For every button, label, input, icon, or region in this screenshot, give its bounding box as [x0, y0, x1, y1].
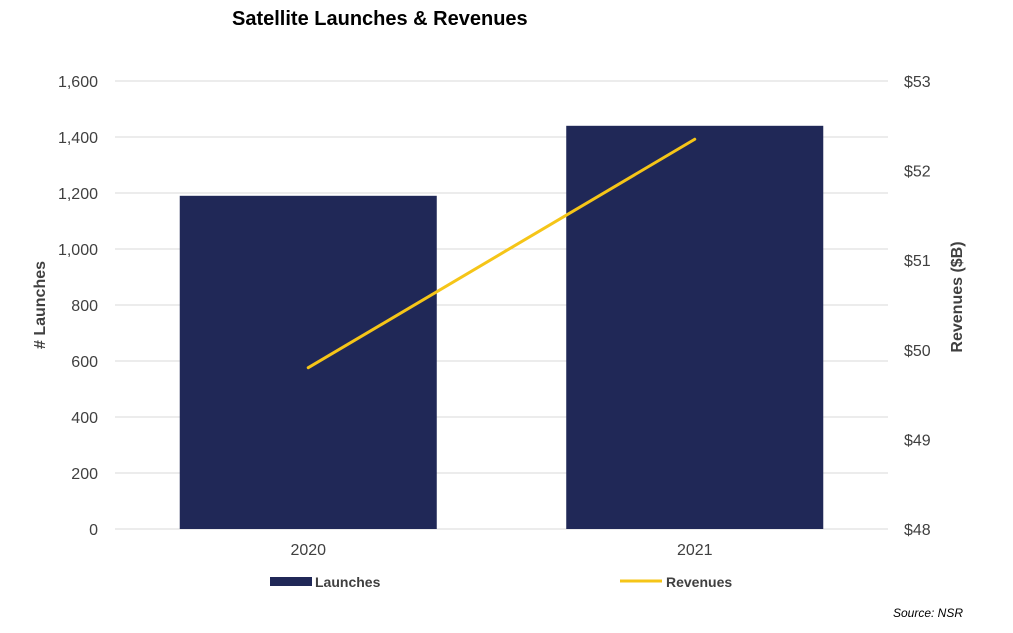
- y-tick-label: 400: [71, 410, 98, 427]
- y2-tick-label: $53: [904, 74, 931, 91]
- y-tick-label: 0: [89, 522, 98, 539]
- bar-launches-2020: [179, 195, 437, 530]
- y-tick-label: 200: [71, 466, 98, 483]
- y-tick-label: 800: [71, 298, 98, 315]
- y-axis-title: # Launches: [32, 261, 49, 349]
- y2-tick-label: $51: [904, 253, 931, 270]
- source-note: Source: NSR: [892, 606, 963, 620]
- line-revenues: [306, 137, 697, 370]
- y-tick-label: 1,000: [58, 242, 98, 259]
- legend-label-launches: Launches: [315, 574, 381, 590]
- y2-tick-label: $52: [904, 164, 931, 181]
- bar-launches-2021: [566, 125, 824, 530]
- x-tick-label: 2021: [677, 542, 713, 559]
- y2-tick-label: $48: [904, 522, 931, 539]
- y2-axis-title: Revenues ($B): [949, 241, 966, 352]
- legend-label-revenues: Revenues: [666, 574, 732, 590]
- y2-tick-label: $49: [904, 432, 931, 449]
- legend-swatch-launches: [270, 577, 312, 586]
- y-tick-label: 600: [71, 354, 98, 371]
- y2-tick-label: $50: [904, 343, 931, 360]
- y-tick-label: 1,400: [58, 130, 98, 147]
- x-tick-label: 2020: [290, 542, 326, 559]
- y-tick-label: 1,200: [58, 186, 98, 203]
- y-tick-label: 1,600: [58, 74, 98, 91]
- chart-title: Satellite Launches & Revenues: [232, 8, 528, 30]
